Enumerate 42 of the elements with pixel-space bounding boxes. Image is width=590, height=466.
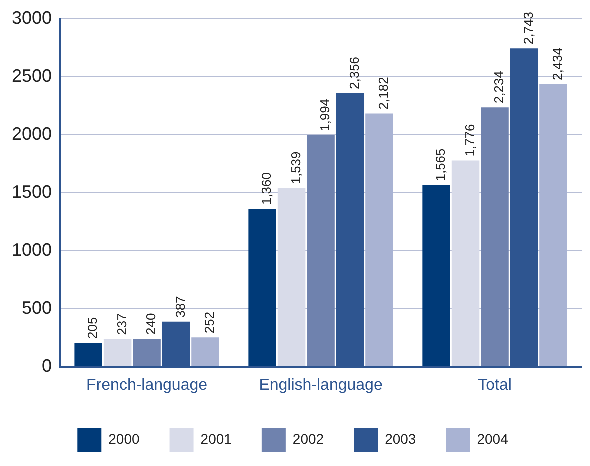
bar [481, 108, 509, 366]
x-tick-label: French-language [86, 376, 208, 394]
y-tick-label: 1000 [12, 240, 52, 260]
y-tick-label: 1500 [12, 182, 52, 202]
y-tick-label: 3000 [12, 8, 52, 28]
y-tick-label: 2500 [12, 66, 52, 86]
y-tick-label: 2000 [12, 124, 52, 144]
bar [104, 339, 132, 366]
bar [307, 135, 335, 366]
legend-label: 2000 [108, 430, 140, 447]
x-tick-label: Total [478, 376, 512, 394]
x-tick-label: English-language [259, 376, 383, 394]
data-label: 1,994 [318, 98, 333, 132]
data-label: 2,434 [550, 48, 566, 80]
data-label: 2,182 [376, 77, 392, 110]
data-label: 1,539 [288, 152, 304, 184]
data-label: 2,356 [346, 56, 362, 90]
legend-label: 2001 [200, 430, 232, 447]
bar [540, 84, 568, 366]
data-label: 2,234 [492, 71, 507, 104]
data-label: 205 [85, 317, 100, 340]
data-label: 1,360 [259, 172, 274, 206]
legend-label: 2004 [477, 430, 509, 447]
bar [192, 338, 220, 366]
data-label: 240 [144, 313, 159, 335]
bar [366, 114, 394, 366]
data-label: 2,743 [520, 12, 536, 45]
data-label: 1,776 [462, 124, 478, 157]
bar [422, 185, 450, 366]
legend-label: 2003 [385, 430, 416, 447]
data-label: 237 [114, 314, 130, 336]
bar [133, 338, 161, 366]
bar [452, 160, 480, 366]
bar [74, 343, 102, 366]
bar [278, 188, 306, 366]
data-label: 252 [202, 312, 218, 334]
legend-label: 2002 [292, 430, 324, 447]
y-tick-label: 0 [42, 356, 52, 376]
y-tick-label: 500 [22, 298, 52, 318]
data-label: 387 [172, 296, 188, 318]
data-label: 1,565 [433, 148, 448, 182]
bar [248, 209, 276, 366]
